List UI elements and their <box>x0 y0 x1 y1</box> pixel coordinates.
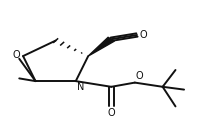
Polygon shape <box>88 37 114 56</box>
Text: O: O <box>140 30 147 40</box>
Text: O: O <box>107 108 115 118</box>
Text: O: O <box>13 50 21 60</box>
Text: O: O <box>136 72 144 81</box>
Text: N: N <box>77 82 85 92</box>
